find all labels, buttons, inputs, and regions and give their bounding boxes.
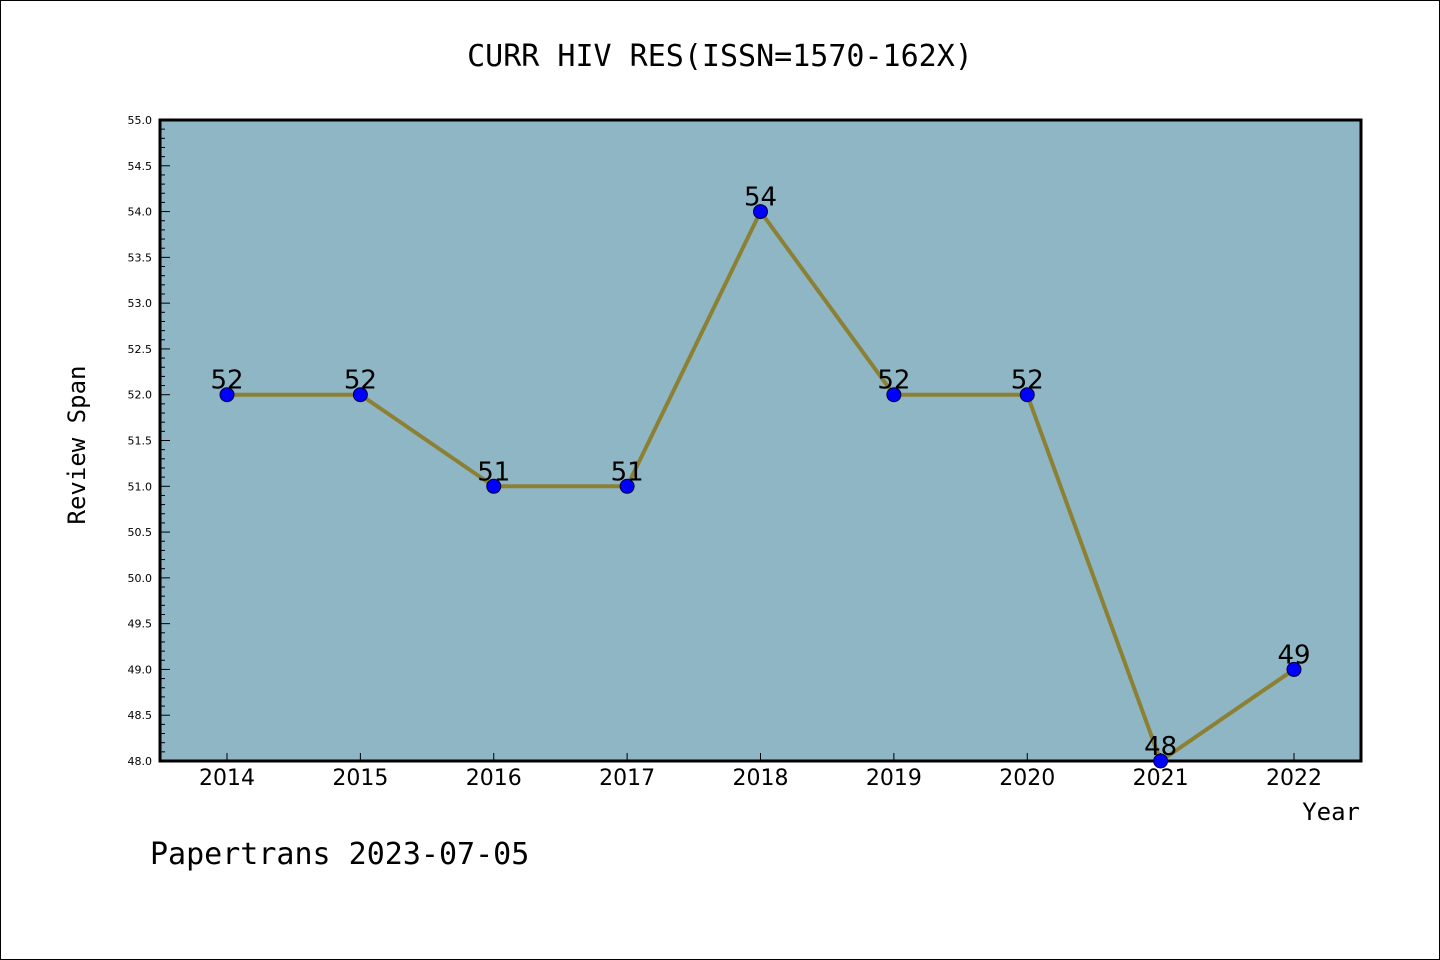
- data-point: [619, 478, 635, 494]
- data-point: [1019, 387, 1035, 403]
- y-axis: 48.0 48.5 49.0 49.5 50.0 50.5 51.0 51.5 52.0 52.5…: [128, 114, 170, 768]
- x-axis-label: Year: [1302, 798, 1360, 826]
- y-tick-label: 51.0: [128, 480, 153, 493]
- x-axis: 2014 2015 2016 2017 2018 2019 2020 2021 2022: [199, 753, 1322, 791]
- y-tick-label: 53.0: [128, 297, 153, 310]
- x-tick-label: 2015: [332, 766, 388, 791]
- data-point: [886, 387, 902, 403]
- x-tick-label: 2019: [866, 766, 922, 791]
- data-label: 49: [1277, 640, 1310, 670]
- data-point: [486, 478, 502, 494]
- y-tick-label: 55.0: [128, 114, 153, 127]
- data-point: [1286, 661, 1302, 677]
- series-markers: [219, 204, 1302, 769]
- x-tick-label: 2014: [199, 766, 255, 791]
- y-tick-label: 48.0: [128, 755, 153, 768]
- y-tick-label: 51.5: [128, 435, 153, 448]
- data-label: 52: [877, 366, 910, 396]
- data-label: 54: [744, 183, 777, 213]
- data-point: [753, 204, 768, 220]
- x-tick-label: 2017: [599, 766, 655, 791]
- x-tick-label: 2020: [999, 766, 1055, 791]
- y-tick-label: 49.0: [128, 663, 153, 676]
- data-point: [352, 387, 368, 403]
- plot-area: [158, 118, 1363, 763]
- x-tick-label: 2018: [733, 766, 789, 791]
- data-label: 51: [477, 457, 510, 487]
- data-point: [1153, 753, 1169, 769]
- y-tick-label: 54.0: [128, 206, 153, 219]
- data-label: 51: [611, 457, 644, 487]
- data-label: 52: [1011, 366, 1044, 396]
- y-tick-label: 50.5: [128, 526, 153, 539]
- footer-watermark: Papertrans 2023-07-05: [150, 837, 529, 872]
- y-tick-label: 52.0: [128, 389, 153, 402]
- y-tick-label: 52.5: [128, 343, 153, 356]
- data-label: 48: [1144, 732, 1177, 762]
- data-labels: 52 52 51 51 54 52 52 48 49: [210, 183, 1310, 762]
- y-tick-label: 53.5: [128, 251, 153, 264]
- x-tick-label: 2022: [1266, 766, 1322, 791]
- y-tick-label: 54.5: [128, 160, 153, 173]
- data-point: [219, 387, 235, 403]
- y-tick-label: 49.5: [128, 618, 153, 631]
- x-tick-label: 2021: [1133, 766, 1189, 791]
- y-tick-label: 50.0: [128, 572, 153, 585]
- x-tick-label: 2016: [466, 766, 522, 791]
- y-axis-label: Review Span: [63, 366, 91, 525]
- data-label: 52: [210, 366, 243, 396]
- chart-title: CURR HIV RES(ISSN=1570-162X): [467, 39, 973, 74]
- data-label: 52: [344, 366, 377, 396]
- y-tick-label: 48.5: [128, 709, 153, 722]
